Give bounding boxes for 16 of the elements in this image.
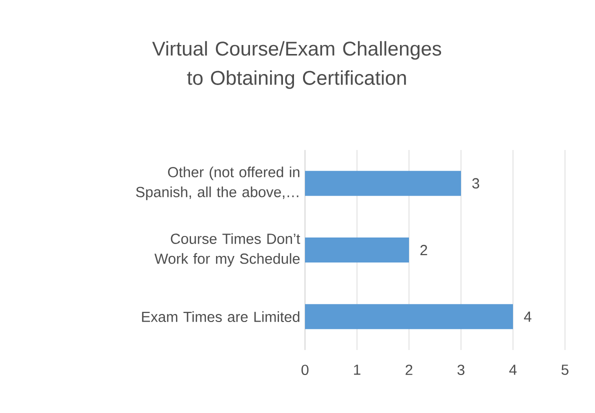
data-label: 3: [472, 178, 480, 189]
bar: [305, 304, 513, 330]
y-tick-label: Exam Times are Limited: [142, 311, 300, 322]
data-label: 4: [524, 312, 532, 322]
x-tick-label: 5: [562, 364, 568, 375]
x-tick-label: 3: [457, 364, 464, 376]
x-tick-label: 1: [354, 364, 360, 375]
x-tick-label: 0: [302, 364, 308, 376]
y-tick-label: Course Times Don’t Work for my Schedule: [154, 233, 300, 267]
data-label: 2: [420, 244, 428, 256]
chart-title: Virtual Course/Exam Challenges to Obtaining Certification: [152, 41, 442, 89]
x-tick-label: 2: [406, 364, 412, 375]
y-tick-label: Other (not offered in Spanish, all the above,…: [136, 166, 300, 200]
bar: [305, 170, 461, 196]
bar: [305, 238, 409, 263]
x-tick-label: 4: [509, 364, 517, 375]
